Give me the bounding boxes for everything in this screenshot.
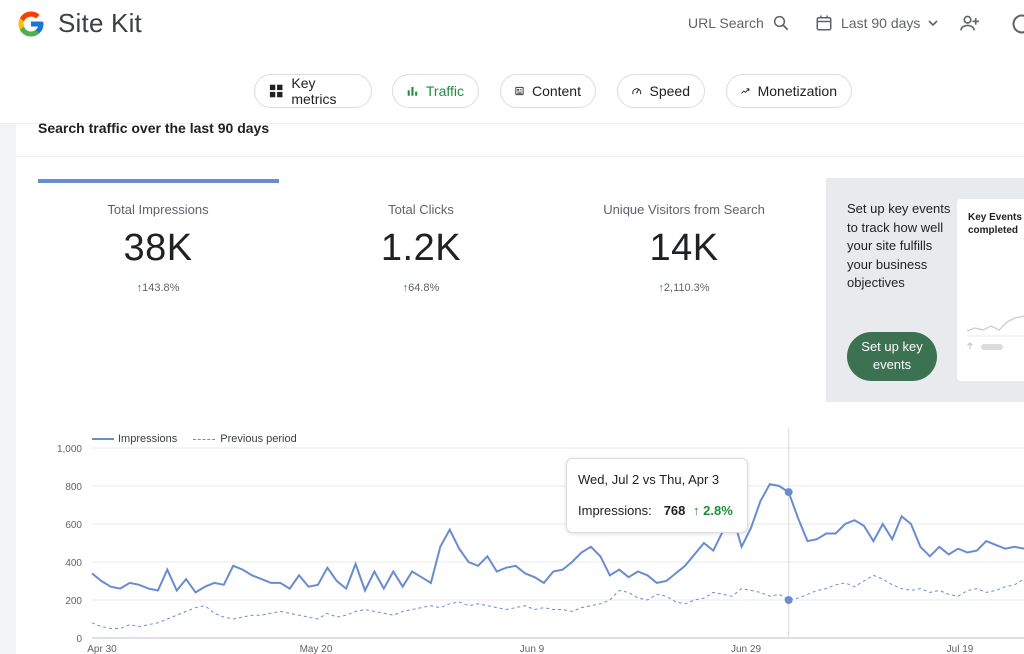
legend-swatch-dashed (193, 438, 216, 440)
y-tick-label: 600 (65, 520, 82, 531)
series-line-previous-period (91, 574, 1024, 629)
tooltip-value: 768 (663, 503, 686, 518)
tab-key-metrics[interactable]: Key metrics (254, 74, 372, 108)
search-icon (773, 15, 789, 31)
add-user-icon (960, 15, 979, 31)
calendar-icon (816, 15, 832, 31)
y-tick-label: 400 (65, 558, 82, 569)
date-range-selector[interactable]: Last 90 days (815, 14, 938, 32)
google-logo-icon (18, 11, 44, 37)
metric-value: 1.2K (380, 227, 462, 269)
promo-preview-card: Key Events completed (957, 199, 1024, 381)
tooltip-metric-label: Impressions: (578, 503, 652, 518)
metric-tile-impressions[interactable]: Total Impressions 38K ↑143.8% (38, 202, 278, 294)
metric-change: ↑2,110.3% (564, 282, 804, 294)
chart-legend: Impressions Previous period (92, 433, 297, 445)
impressions-line-chart[interactable]: 0 200 400 600 800 1,000 Apr 30 May 20 Jun 9 Jun 2… (16, 424, 1024, 654)
chevron-down-icon (928, 20, 938, 27)
speedometer-icon (632, 88, 642, 95)
arrow-up-icon: ↑ (658, 282, 664, 294)
x-tick-label: Jun 29 (731, 644, 761, 654)
metric-change: ↑64.8% (301, 282, 541, 294)
legend-item: Impressions (118, 433, 178, 445)
y-tick-label: 200 (65, 596, 82, 607)
trending-up-icon (741, 88, 750, 94)
date-range-label: Last 90 days (841, 15, 921, 31)
metric-change-value: 2,110.3% (663, 282, 710, 294)
metric-label: Total Clicks (388, 202, 454, 217)
y-tick-label: 1,000 (57, 444, 82, 455)
metric-value: 38K (123, 227, 193, 269)
arrow-up-icon: ↑ (402, 282, 409, 294)
tab-label: Key metrics (291, 75, 337, 107)
url-search-label: URL Search (688, 15, 764, 31)
promo-text: Set up key events to track how well your… (847, 201, 951, 291)
tab-label: Traffic (425, 83, 464, 99)
series-line-impressions (91, 482, 1024, 594)
tab-label: Content (531, 83, 581, 99)
divider (16, 156, 1024, 157)
key-events-promo: Set up key events to track how well your… (826, 178, 1024, 402)
metric-tile-clicks[interactable]: Total Clicks 1.2K ↑64.8% (301, 202, 541, 294)
metric-tile-unique-visitors[interactable]: Unique Visitors from Search 14K ↑2,110.3… (564, 202, 804, 294)
mini-chart-icon (967, 315, 1024, 350)
tooltip-change-value: 2.8% (703, 503, 733, 518)
y-tick-label: 800 (65, 482, 82, 493)
metric-label: Unique Visitors from Search (603, 202, 765, 217)
main-area: Search traffic over the last 90 days Tot… (0, 120, 1024, 654)
url-search-button[interactable]: URL Search (688, 14, 790, 32)
metric-change-value: 143.8% (142, 282, 180, 294)
highlight-point-previous (784, 596, 793, 604)
set-up-key-events-button[interactable]: Set up key events (847, 332, 937, 381)
legend-item: Previous period (220, 433, 297, 445)
arrow-up-icon: ↑ (136, 282, 143, 294)
y-tick-label: 0 (76, 634, 82, 645)
highlight-point (784, 488, 793, 497)
tab-label: Speed (649, 83, 690, 99)
help-icon (1012, 14, 1024, 34)
grid-icon (269, 84, 283, 98)
add-user-button[interactable] (960, 14, 980, 32)
x-tick-label: May 20 (300, 644, 333, 654)
x-tick-label: Jul 19 (947, 644, 974, 654)
promo-card-title-text: Key Events completed (968, 212, 1022, 236)
tab-speed[interactable]: Speed (617, 74, 705, 108)
tab-traffic[interactable]: Traffic (392, 74, 479, 108)
selected-metric-indicator (38, 179, 279, 183)
chart-tooltip: Wed, Jul 2 vs Thu, Apr 3 Impressions: 768… (566, 458, 748, 533)
x-tick-label: Apr 30 (87, 644, 117, 654)
top-header: Site Kit URL Search Last 90 days (0, 0, 1024, 48)
search-traffic-widget: Search traffic over the last 90 days Tot… (16, 120, 1024, 654)
tab-monetization[interactable]: Monetization (726, 74, 852, 108)
promo-card-title: Key Events completed (968, 211, 1024, 237)
tab-content[interactable]: Content (500, 74, 596, 108)
metric-value: 14K (649, 227, 719, 269)
metric-change: ↑143.8% (38, 282, 278, 294)
metric-change-value: 64.8% (408, 282, 440, 294)
help-button[interactable] (1012, 14, 1024, 34)
article-icon (515, 86, 524, 96)
section-title: Search traffic over the last 90 days (38, 120, 270, 136)
x-tick-label: Jun 9 (520, 644, 545, 654)
tooltip-date: Wed, Jul 2 vs Thu, Apr 3 (578, 472, 720, 487)
tooltip-change: ↑ 2.8% (693, 503, 733, 518)
bar-chart-icon (407, 86, 418, 96)
tab-label: Monetization (757, 83, 837, 99)
metric-label: Total Impressions (107, 202, 209, 217)
tooltip-row: Impressions: 768 ↑ 2.8% (578, 503, 733, 518)
legend-swatch-solid (92, 438, 114, 440)
app-name: Site Kit (58, 8, 142, 38)
navigation-chips: Key metrics Traffic Content Speed Moneti… (0, 48, 1024, 124)
